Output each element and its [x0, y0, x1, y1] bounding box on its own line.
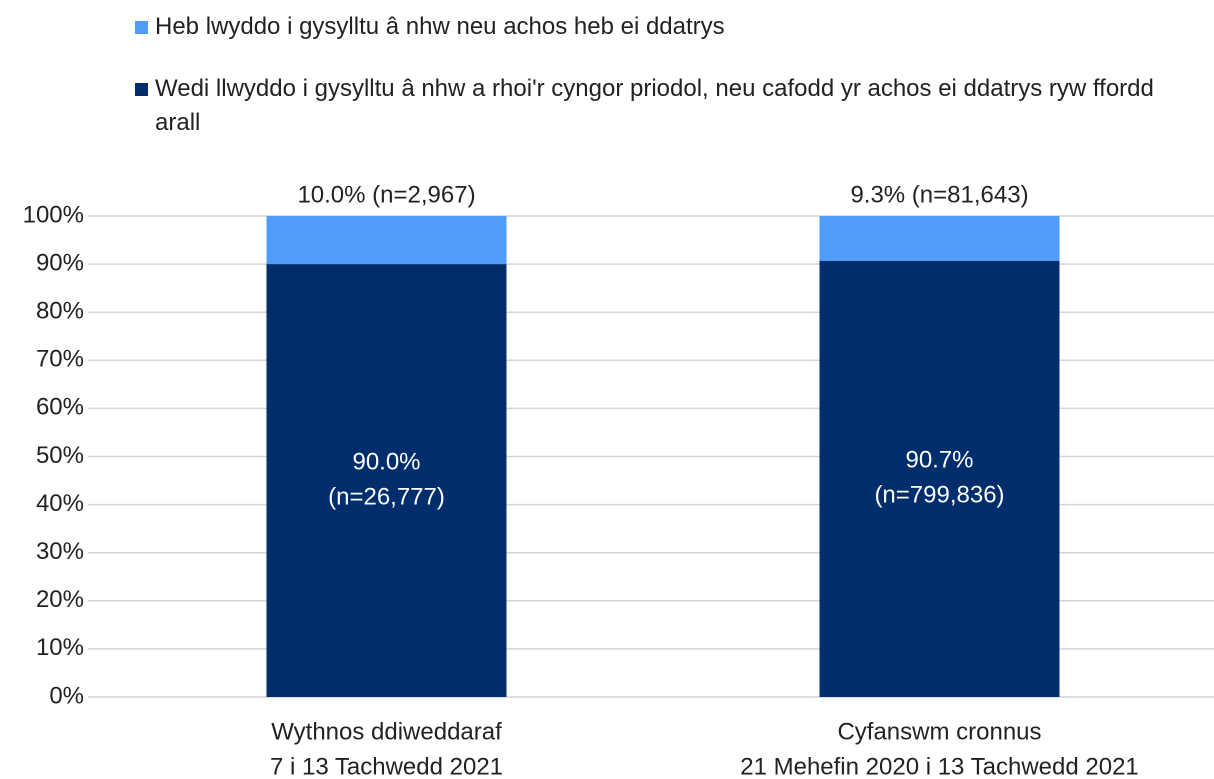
- y-tick-label: 30%: [36, 538, 84, 565]
- y-tick-label: 10%: [36, 634, 84, 661]
- y-tick-label: 0%: [49, 682, 84, 709]
- data-label: 90.0%: [352, 448, 420, 475]
- y-tick-label: 60%: [36, 394, 84, 421]
- legend-label: Heb lwyddo i gysylltu â nhw neu achos he…: [155, 13, 725, 40]
- bar-segment: [819, 216, 1060, 261]
- bar-segment: [819, 260, 1060, 697]
- x-tick-label: Cyfanswm cronnus: [837, 718, 1041, 745]
- bar-segment: [266, 216, 507, 265]
- y-tick-label: 40%: [36, 490, 84, 517]
- legend-swatch: [135, 21, 148, 34]
- y-tick-label: 50%: [36, 442, 84, 469]
- data-label: 9.3% (n=81,643): [850, 181, 1028, 208]
- y-tick-label: 80%: [36, 298, 84, 325]
- legend-item: Heb lwyddo i gysylltu â nhw neu achos he…: [135, 10, 1165, 44]
- legend-swatch: [135, 83, 148, 96]
- legend: Heb lwyddo i gysylltu â nhw neu achos he…: [135, 10, 1165, 168]
- legend-label: Wedi llwyddo i gysylltu â nhw a rhoi'r c…: [155, 75, 1154, 136]
- bar-segment: [266, 264, 507, 697]
- data-label: 10.0% (n=2,967): [297, 181, 475, 208]
- x-tick-label: 21 Mehefin 2020 i 13 Tachwedd 2021: [740, 753, 1139, 779]
- y-tick-label: 70%: [36, 346, 84, 373]
- x-tick-label: 7 i 13 Tachwedd 2021: [270, 753, 503, 779]
- y-tick-label: 90%: [36, 249, 84, 276]
- data-label: (n=799,836): [874, 482, 1004, 509]
- data-label: 90.7%: [905, 447, 973, 474]
- y-tick-label: 20%: [36, 586, 84, 613]
- y-tick-label: 100%: [23, 201, 84, 228]
- data-label: (n=26,777): [328, 483, 445, 510]
- x-tick-label: Wythnos ddiweddaraf: [271, 718, 502, 745]
- legend-item: Wedi llwyddo i gysylltu â nhw a rhoi'r c…: [135, 72, 1165, 140]
